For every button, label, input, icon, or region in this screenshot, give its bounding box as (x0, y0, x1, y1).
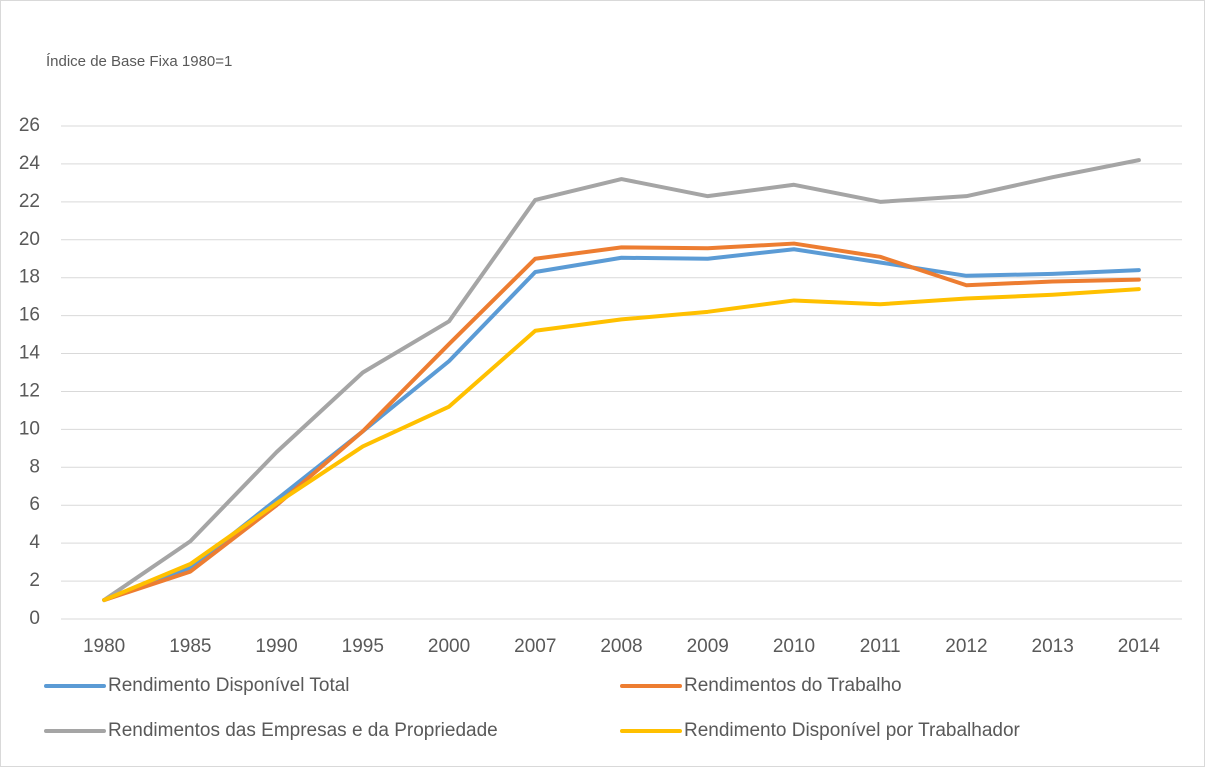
x-tick-label: 2009 (687, 636, 729, 657)
x-tick-label: 1985 (169, 636, 211, 657)
y-tick-label: 24 (19, 153, 41, 174)
x-tick-label: 2012 (945, 636, 987, 657)
y-tick-label: 4 (29, 532, 40, 553)
legend-label: Rendimento Disponível Total (108, 675, 350, 696)
y-tick-label: 26 (19, 115, 40, 136)
x-tick-label: 2008 (600, 636, 642, 657)
legend-label: Rendimentos do Trabalho (684, 675, 902, 696)
y-tick-label: 6 (29, 494, 40, 515)
y-tick-label: 14 (19, 343, 41, 364)
y-tick-label: 10 (19, 418, 40, 439)
legend-label: Rendimento Disponível por Trabalhador (684, 720, 1021, 741)
y-tick-label: 2 (29, 570, 40, 591)
y-tick-label: 16 (19, 305, 40, 326)
series-line (102, 247, 1141, 603)
x-tick-label: 2000 (428, 636, 470, 657)
series-line (102, 287, 1141, 603)
x-tick-label: 2010 (773, 636, 815, 657)
y-tick-label: 12 (19, 380, 40, 401)
y-tick-label: 8 (29, 456, 40, 477)
x-tick-label: 2007 (514, 636, 556, 657)
x-tick-label: 1980 (83, 636, 125, 657)
y-tick-label: 18 (19, 267, 40, 288)
y-tick-label: 20 (19, 229, 40, 250)
x-tick-label: 2014 (1118, 636, 1161, 657)
x-tick-label: 2013 (1032, 636, 1074, 657)
x-tick-label: 2011 (860, 636, 901, 657)
x-tick-label: 1995 (342, 636, 384, 657)
legend-label: Rendimentos das Empresas e da Propriedad… (108, 720, 498, 741)
y-tick-label: 0 (29, 608, 40, 629)
x-tick-label: 1990 (255, 636, 297, 657)
series-line (102, 158, 1141, 603)
y-axis-label: Índice de Base Fixa 1980=1 (46, 53, 232, 70)
y-tick-label: 22 (19, 191, 40, 212)
